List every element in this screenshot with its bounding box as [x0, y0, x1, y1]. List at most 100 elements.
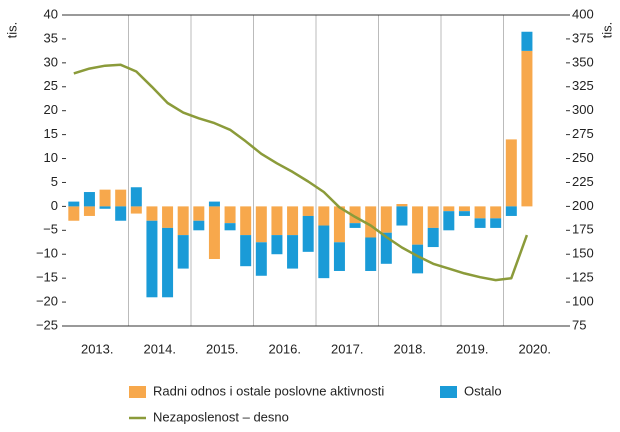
legend-label: Nezaposlenost – desno	[153, 409, 289, 424]
y2-tick-label: 400	[572, 6, 594, 21]
bar	[146, 220, 158, 298]
bar	[490, 206, 502, 219]
bar	[505, 139, 517, 207]
y-tick-label: 25	[44, 78, 58, 93]
x-tick-label: 2016.	[268, 341, 301, 356]
bar	[412, 244, 424, 274]
x-tick-label: 2020.	[518, 341, 551, 356]
x-tick-label: 2013.	[81, 341, 114, 356]
line	[73, 63, 529, 282]
y2-tick-label: 100	[572, 294, 594, 309]
legend-swatch	[129, 386, 146, 398]
bar	[287, 206, 299, 236]
bar	[380, 232, 392, 264]
bar	[302, 206, 314, 216]
bar	[333, 242, 345, 271]
y2-tick-label: 175	[572, 222, 594, 237]
y2-axis-label: tis.	[599, 22, 614, 39]
bar	[240, 206, 252, 236]
bar	[83, 192, 95, 207]
bar	[443, 211, 455, 231]
y2-tick-label: 150	[572, 246, 594, 261]
bar	[443, 206, 455, 212]
y-tick-label: 15	[44, 126, 58, 141]
bar	[458, 211, 470, 216]
y2-tick-label: 125	[572, 270, 594, 285]
bar	[193, 220, 205, 231]
y2-tick-label: 250	[572, 150, 594, 165]
x-tick-label: 2018.	[393, 341, 426, 356]
bar	[83, 206, 95, 216]
bar	[412, 206, 424, 245]
bar	[521, 31, 533, 51]
bar	[505, 206, 517, 216]
y-tick-label: −5	[43, 222, 58, 237]
y-axis-label: tis.	[4, 22, 19, 39]
bar	[162, 227, 174, 298]
bar	[287, 235, 299, 269]
y-tick-label: −10	[36, 246, 58, 261]
bar	[458, 206, 470, 212]
bar	[99, 206, 111, 209]
y2-tick-label: 200	[572, 198, 594, 213]
bar	[130, 187, 142, 207]
y2-tick-label: 375	[572, 30, 594, 45]
bar	[333, 206, 345, 243]
bar	[115, 206, 127, 221]
y2-tick-label: 325	[572, 78, 594, 93]
bar	[68, 201, 80, 207]
x-tick-label: 2014.	[143, 341, 176, 356]
bar	[271, 206, 283, 236]
x-tick-label: 2019.	[456, 341, 489, 356]
y-tick-label: 40	[44, 6, 58, 21]
bar	[396, 206, 408, 226]
bar	[130, 206, 142, 214]
y-tick-label: 30	[44, 54, 58, 69]
y-tick-label: 5	[51, 174, 58, 189]
bar	[490, 218, 502, 228]
y-tick-label: 35	[44, 30, 58, 45]
bar	[318, 206, 330, 226]
bar	[318, 225, 330, 279]
bar	[177, 206, 189, 236]
bar	[146, 206, 158, 221]
bar	[162, 206, 174, 228]
bar	[255, 206, 267, 243]
bar	[474, 206, 486, 219]
bar	[427, 227, 439, 248]
y-tick-label: 20	[44, 102, 58, 117]
bar	[365, 206, 377, 238]
bar	[68, 206, 80, 221]
y2-tick-label: 275	[572, 126, 594, 141]
y-tick-label: 0	[51, 198, 58, 213]
bar	[193, 206, 205, 221]
bar	[99, 189, 111, 207]
bar	[474, 218, 486, 228]
x-tick-label: 2015.	[206, 341, 239, 356]
x-tick-label: 2017.	[331, 341, 364, 356]
y2-tick-label: 225	[572, 174, 594, 189]
y-tick-label: −15	[36, 270, 58, 285]
bar	[427, 206, 439, 228]
bar	[208, 201, 220, 207]
y-tick-label: −25	[36, 317, 58, 332]
y2-tick-label: 75	[572, 317, 586, 332]
bar	[380, 206, 392, 233]
legend-swatch	[440, 386, 457, 398]
legend-label: Radni odnos i ostale poslovne aktivnosti	[153, 383, 384, 398]
bar	[349, 206, 361, 224]
y-tick-label: 10	[44, 150, 58, 165]
bar	[224, 223, 236, 231]
bar	[302, 215, 314, 252]
bar	[177, 235, 189, 269]
bar	[349, 223, 361, 228]
bar	[396, 203, 408, 207]
y-tick-label: −20	[36, 294, 58, 309]
bar	[208, 206, 220, 260]
y2-tick-label: 300	[572, 102, 594, 117]
legend-label: Ostalo	[464, 383, 502, 398]
bar	[365, 237, 377, 271]
y2-tick-label: 350	[572, 54, 594, 69]
bar	[521, 50, 533, 207]
